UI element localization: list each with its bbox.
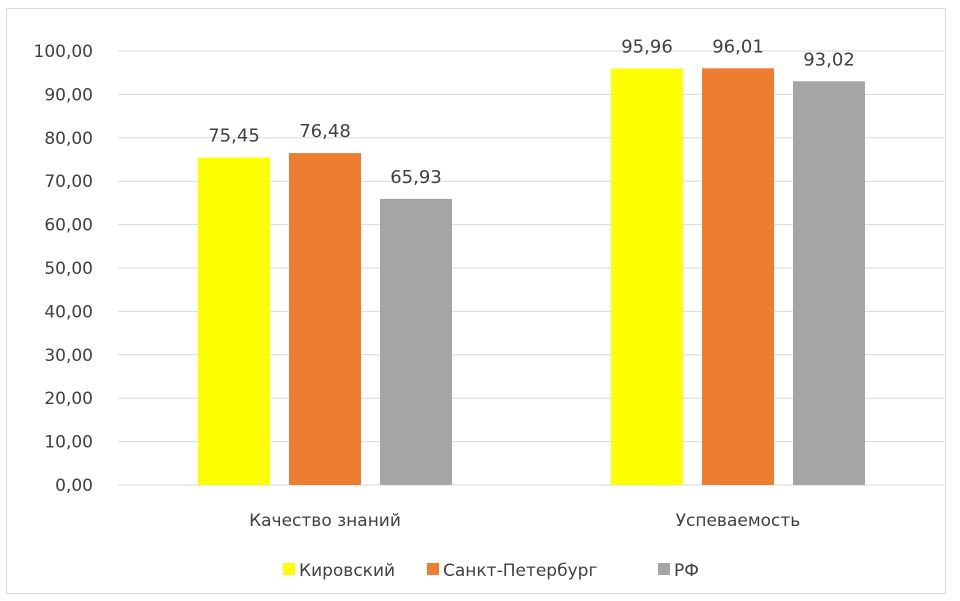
- y-tick-label: 50,00: [44, 259, 93, 279]
- bar: [289, 153, 361, 486]
- y-tick-label: 40,00: [44, 302, 93, 322]
- y-tick-label: 0,00: [55, 476, 93, 496]
- legend-swatch: [658, 563, 670, 575]
- legend-label: Кировский: [299, 561, 395, 581]
- y-tick-label: 80,00: [44, 129, 93, 149]
- data-label: 75,45: [208, 126, 260, 147]
- bar: [380, 198, 452, 485]
- legend-swatch: [283, 563, 295, 575]
- data-label: 76,48: [299, 121, 351, 142]
- y-tick-label: 90,00: [44, 85, 93, 105]
- y-tick-label: 20,00: [44, 389, 93, 409]
- data-label: 96,01: [712, 36, 764, 57]
- chart-frame: [6, 8, 946, 594]
- bar: [611, 68, 683, 485]
- data-label: 65,93: [390, 167, 442, 188]
- y-tick-label: 70,00: [44, 172, 93, 192]
- bar: [198, 157, 270, 485]
- y-tick-label: 100,00: [34, 42, 93, 62]
- y-tick-label: 30,00: [44, 346, 93, 366]
- data-label: 95,96: [621, 37, 673, 58]
- data-label: 93,02: [803, 49, 855, 70]
- legend-swatch: [427, 563, 439, 575]
- bar: [702, 68, 774, 486]
- y-tick-label: 10,00: [44, 433, 93, 453]
- legend-label: РФ: [674, 561, 699, 581]
- x-category-label: Качество знаний: [249, 511, 401, 531]
- x-category-label: Успеваемость: [676, 511, 801, 531]
- legend-label: Санкт-Петербург: [443, 561, 597, 581]
- y-tick-label: 60,00: [44, 216, 93, 236]
- bar: [793, 81, 865, 485]
